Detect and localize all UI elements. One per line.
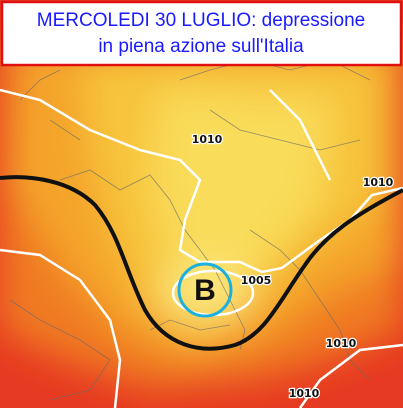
title-box xyxy=(0,0,403,67)
title-line: MERCOLEDI 30 LUGLIO: depressione xyxy=(37,10,365,31)
isobar-label: 1010 xyxy=(363,176,394,189)
title-line: in piena azione sull'Italia xyxy=(98,36,304,57)
temperature-field xyxy=(0,40,403,390)
trough-line xyxy=(0,175,403,351)
coastlines xyxy=(9,59,371,401)
isobar-label: 1010 xyxy=(326,337,357,350)
low-pressure-circle xyxy=(177,262,233,318)
low-pressure-label: B xyxy=(194,274,216,307)
isobar-label: 1010 xyxy=(192,133,223,146)
isobar-label: 1010 xyxy=(289,387,320,400)
isobar-label: 1005 xyxy=(241,274,272,287)
